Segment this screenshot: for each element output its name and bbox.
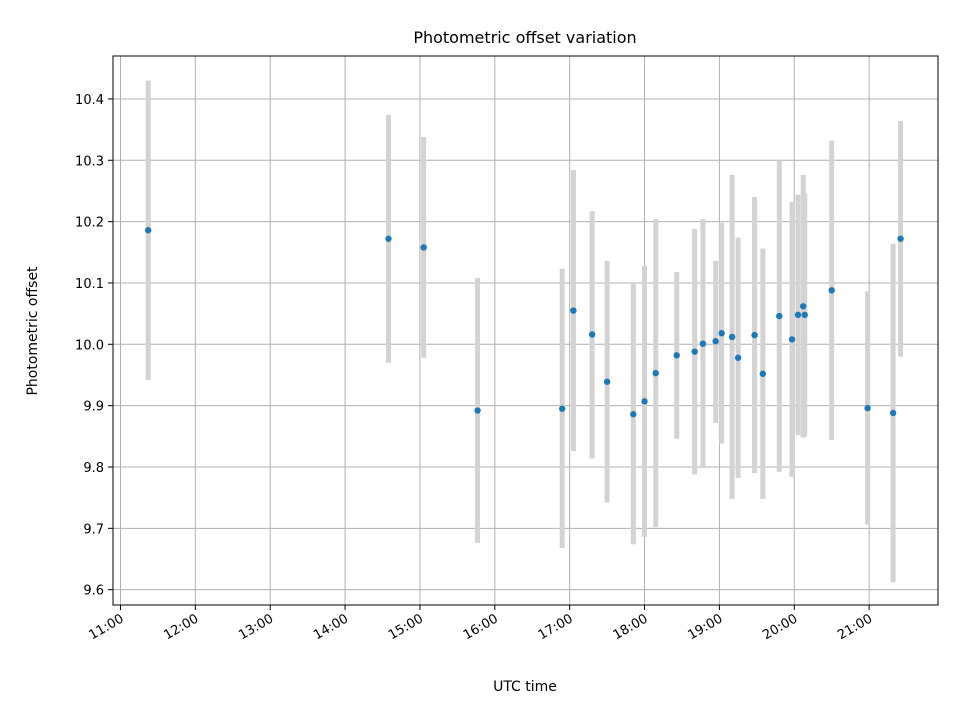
data-point	[144, 227, 152, 234]
error-bars	[145, 80, 904, 583]
data-point	[759, 370, 767, 377]
data-point	[652, 369, 659, 377]
y-tick-label: 10.2	[75, 216, 104, 231]
data-point	[718, 330, 725, 337]
x-axis-ticks: 11:00 12:00 13:00 14:00 15:00 16:00 17:00 18:00…	[87, 605, 875, 643]
data-point	[864, 404, 871, 412]
data-point	[474, 407, 481, 414]
y-tick-label: 10.4	[75, 93, 104, 108]
x-tick-label: 21:00	[835, 611, 875, 643]
x-tick-label: 12:00	[161, 611, 201, 643]
data-point	[588, 331, 596, 338]
x-tick-label: 13:00	[236, 611, 276, 643]
data-point	[728, 333, 736, 341]
data-point	[776, 312, 783, 320]
y-tick-label: 10.3	[75, 154, 104, 169]
data-point	[630, 411, 637, 418]
plot-frame	[112, 55, 939, 606]
data-point	[712, 338, 719, 345]
data-point	[794, 311, 802, 319]
y-tick-label: 9.7	[83, 522, 104, 537]
data-point	[788, 336, 796, 343]
data-point	[603, 378, 611, 385]
x-tick-label: 19:00	[685, 611, 725, 643]
data-point	[558, 405, 566, 412]
data-point	[385, 235, 392, 242]
y-axis-ticks: 9.6 9.7 9.8 9.9 10.0 10.1 10.2 10.3 10.4	[75, 93, 113, 599]
data-point	[828, 287, 835, 294]
data-point	[420, 244, 427, 251]
data-point	[673, 352, 680, 359]
data-point	[897, 235, 904, 242]
y-tick-label: 9.8	[83, 461, 104, 476]
chart-title: Photometric offset variation	[413, 28, 636, 47]
y-tick-label: 9.6	[83, 584, 104, 599]
y-tick-label: 9.9	[83, 400, 104, 415]
data-point	[734, 354, 742, 361]
data-point	[800, 303, 807, 310]
x-axis-label: UTC time	[493, 679, 557, 695]
grid	[113, 56, 938, 605]
data-point	[641, 398, 648, 405]
y-tick-label: 10.1	[75, 277, 104, 292]
data-point	[570, 307, 577, 314]
x-tick-label: 18:00	[611, 611, 651, 643]
y-tick-label: 10.0	[75, 338, 104, 353]
x-tick-label: 17:00	[536, 611, 576, 643]
y-axis-label: Photometric offset	[25, 266, 41, 396]
x-tick-label: 11:00	[87, 611, 127, 643]
data-point	[751, 331, 758, 339]
data-point	[699, 340, 707, 347]
data-point	[691, 348, 698, 355]
x-tick-label: 14:00	[311, 611, 351, 643]
x-tick-label: 15:00	[386, 611, 426, 643]
x-tick-label: 16:00	[461, 611, 501, 643]
data-points	[144, 227, 904, 418]
data-point	[801, 311, 808, 319]
x-tick-label: 20:00	[760, 611, 800, 643]
data-point	[889, 409, 897, 417]
